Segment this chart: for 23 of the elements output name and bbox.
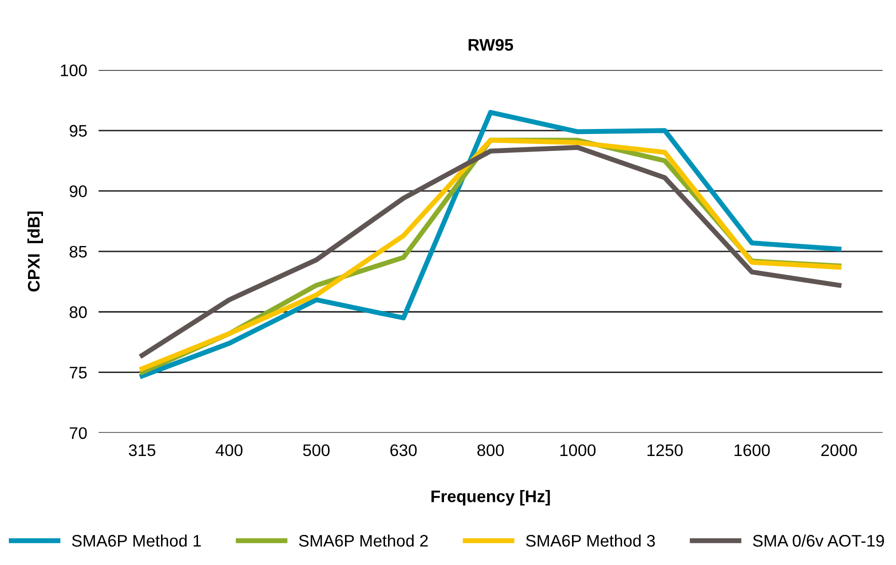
legend-label: SMA 0/6v AOT-19: [753, 534, 884, 547]
y-tick-label: 95: [70, 124, 87, 137]
x-tick-label: 630: [390, 444, 417, 456]
x-axis-title: Frequency [Hz]: [431, 490, 550, 506]
y-tick-label: 100: [60, 64, 87, 76]
y-tick-label: 75: [70, 366, 87, 379]
x-tick-label: 1250: [648, 444, 683, 456]
x-tick-label: 1000: [560, 444, 596, 456]
x-tick-label: 500: [303, 444, 330, 456]
x-tick-label: 800: [477, 444, 504, 456]
y-tick-label: 80: [70, 306, 87, 318]
x-tick-label: 2000: [821, 444, 857, 456]
x-tick-label: 315: [128, 444, 156, 456]
legend-label: SMA6P Method 1: [72, 534, 201, 547]
y-tick-label: 85: [70, 246, 87, 258]
y-tick-label: 90: [70, 185, 87, 198]
y-tick-label: 70: [70, 427, 87, 439]
y-axis-title: CPXI [dB]: [27, 212, 43, 292]
legend-label: SMA6P Method 3: [526, 534, 655, 547]
x-tick-label: 1600: [734, 444, 770, 456]
x-tick-label: 400: [216, 444, 242, 456]
chart-title: RW95: [468, 38, 514, 51]
legend-label: SMA6P Method 2: [299, 534, 428, 547]
